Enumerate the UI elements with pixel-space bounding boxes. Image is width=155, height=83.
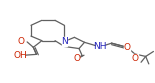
Text: O: O bbox=[17, 37, 24, 46]
Text: N: N bbox=[61, 37, 68, 46]
Text: OH: OH bbox=[13, 51, 27, 60]
Text: O: O bbox=[73, 54, 80, 63]
Bar bbox=[124, 43, 130, 52]
Text: NH: NH bbox=[93, 42, 107, 51]
Bar bbox=[74, 54, 79, 63]
Bar bbox=[132, 54, 138, 63]
Bar bbox=[16, 51, 24, 60]
Bar bbox=[96, 42, 104, 51]
Bar bbox=[62, 37, 67, 46]
Text: O: O bbox=[131, 54, 138, 63]
Text: O: O bbox=[124, 43, 131, 52]
Bar bbox=[18, 37, 24, 46]
